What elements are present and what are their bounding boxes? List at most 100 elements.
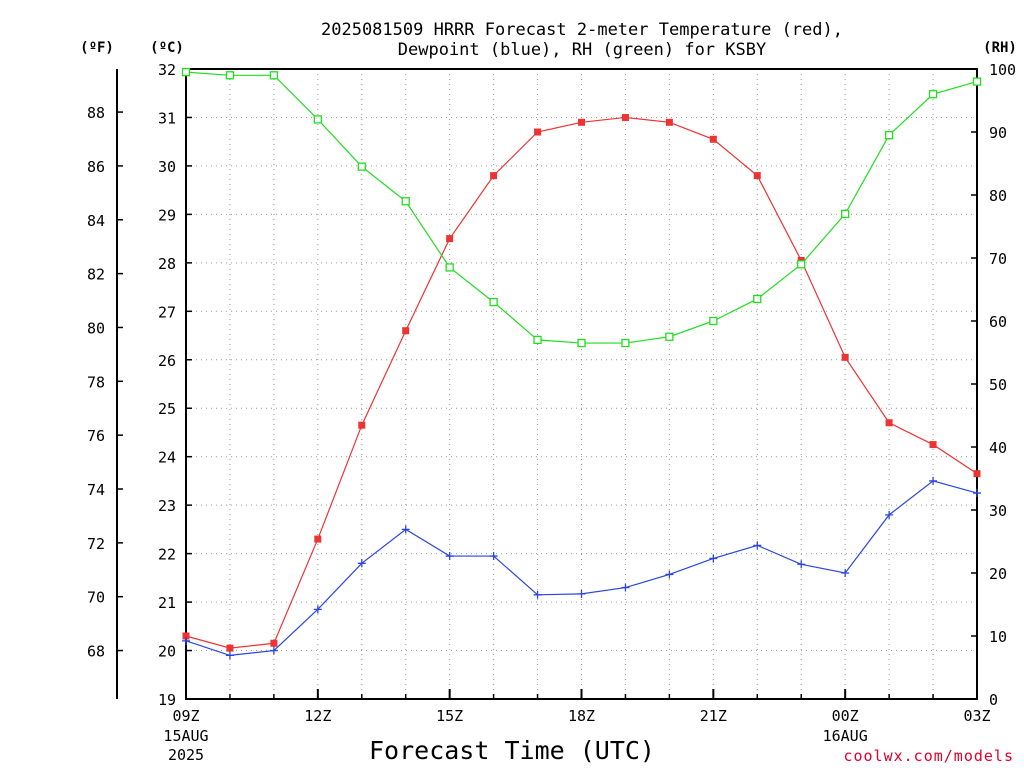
- celsius-tick-label: 25: [158, 400, 176, 418]
- rh-tick-label: 10: [989, 628, 1007, 646]
- rh-point: [753, 294, 762, 304]
- chart-subtitle: Dewpoint (blue), RH (green) for KSBY: [398, 40, 766, 60]
- grid: [186, 69, 977, 699]
- temperature-point: [709, 135, 717, 143]
- temperature-point: [226, 644, 234, 652]
- fahrenheit-tick-label: 68: [87, 643, 105, 661]
- fahrenheit-tick-label: 72: [87, 535, 105, 553]
- x-tick-date-label: 15AUG: [163, 727, 208, 745]
- dewpoint-point: [753, 541, 762, 550]
- dewpoint-point: [577, 589, 586, 598]
- temperature-point: [841, 353, 849, 361]
- x-tick-label: 21Z: [700, 707, 727, 725]
- dewpoint-point: [225, 651, 234, 660]
- fahrenheit-tick-label: 84: [87, 212, 105, 230]
- rh-point: [181, 68, 191, 77]
- dewpoint-point: [621, 583, 630, 592]
- fahrenheit-tick-label: 88: [87, 104, 105, 122]
- x-tick-date-label: 16AUG: [823, 727, 868, 745]
- celsius-tick-label: 31: [158, 109, 176, 127]
- rh-tick-label: 100: [989, 61, 1016, 79]
- x-tick-label: 03Z: [963, 707, 990, 725]
- rh-tick-label: 40: [989, 439, 1007, 457]
- celsius-tick-label: 20: [158, 643, 176, 661]
- rh-tick-label: 60: [989, 313, 1007, 331]
- fahrenheit-tick-label: 74: [87, 481, 105, 499]
- celsius-tick-label: 26: [158, 352, 176, 370]
- dewpoint-point: [401, 525, 410, 534]
- fahrenheit-tick-label: 78: [87, 373, 105, 391]
- celsius-tick-label: 30: [158, 158, 176, 176]
- fahrenheit-unit-label: (ºF): [80, 40, 114, 56]
- rh-point: [269, 71, 279, 80]
- dewpoint-point: [709, 554, 718, 563]
- x-tick-label: 00Z: [832, 707, 859, 725]
- temperature-point: [929, 441, 937, 449]
- celsius-tick-label: 21: [158, 594, 176, 612]
- rh-point: [489, 297, 498, 307]
- celsius-tick-label: 22: [158, 546, 176, 564]
- dewpoint-point: [313, 605, 322, 614]
- credit-text: coolwx.com/models: [843, 747, 1014, 765]
- temperature-point: [314, 535, 322, 543]
- dewpoint-point: [841, 569, 850, 577]
- dewpoint-point: [665, 570, 674, 579]
- rh-tick-label: 50: [989, 376, 1007, 394]
- chart-title: 2025081509 HRRR Forecast 2-meter Tempera…: [321, 20, 843, 40]
- rh-unit-label: (RH): [983, 40, 1017, 56]
- rh-line: [185, 71, 978, 344]
- temperature-point: [885, 419, 893, 427]
- dewpoint-point: [797, 560, 806, 569]
- temperature-line: [185, 116, 978, 649]
- celsius-tick-label: 27: [158, 303, 176, 321]
- rh-point: [665, 332, 674, 341]
- dewpoint-point: [445, 552, 454, 561]
- dewpoint-point: [182, 636, 190, 645]
- rh-point: [401, 197, 410, 206]
- temperature-point: [446, 235, 454, 243]
- rh-point: [533, 335, 542, 345]
- rh-tick-label: 70: [989, 250, 1007, 268]
- temperature-point: [578, 118, 585, 126]
- celsius-tick-label: 24: [158, 449, 176, 467]
- rh-point: [972, 77, 982, 86]
- dewpoint-point: [929, 476, 938, 485]
- x-axis-title: Forecast Time (UTC): [369, 736, 655, 765]
- celsius-unit-label: (ºC): [150, 40, 184, 56]
- temperature-point: [753, 172, 761, 180]
- temperature-point: [490, 172, 498, 180]
- celsius-tick-label: 23: [158, 497, 176, 515]
- x-tick-year-label: 2025: [168, 746, 204, 764]
- rh-point: [841, 209, 850, 219]
- temperature-point: [358, 421, 366, 429]
- rh-tick-label: 20: [989, 565, 1007, 583]
- rh-point: [621, 338, 630, 348]
- temperature-point: [182, 632, 190, 640]
- series-layer: [181, 68, 982, 660]
- rh-point: [445, 263, 454, 272]
- axes: 19 20 21 22 23 24 25 26 27 28 29 30 31 32 68 70 72 74 76 78…: [87, 61, 1016, 764]
- rh-point: [313, 115, 322, 124]
- dewpoint-point: [973, 489, 981, 498]
- rh-tick-label: 0: [989, 691, 998, 709]
- rh-point: [884, 130, 894, 140]
- fahrenheit-tick-label: 82: [87, 266, 105, 284]
- temperature-point: [534, 128, 542, 136]
- temperature-point: [402, 327, 410, 335]
- fahrenheit-tick-label: 80: [87, 319, 105, 337]
- temperature-point: [973, 470, 981, 478]
- dewpoint-point: [533, 590, 542, 599]
- dewpoint-point: [269, 646, 278, 655]
- dewpoint-point: [885, 510, 894, 519]
- temperature-point: [621, 113, 629, 121]
- rh-point: [225, 71, 235, 80]
- rh-tick-label: 30: [989, 502, 1007, 520]
- x-tick-label: 12Z: [304, 707, 331, 725]
- x-tick-label: 15Z: [436, 707, 463, 725]
- fahrenheit-tick-label: 86: [87, 158, 105, 176]
- x-tick-label: 09Z: [172, 707, 199, 725]
- rh-point: [797, 260, 806, 269]
- rh-point: [357, 162, 366, 171]
- temperature-point: [270, 639, 278, 647]
